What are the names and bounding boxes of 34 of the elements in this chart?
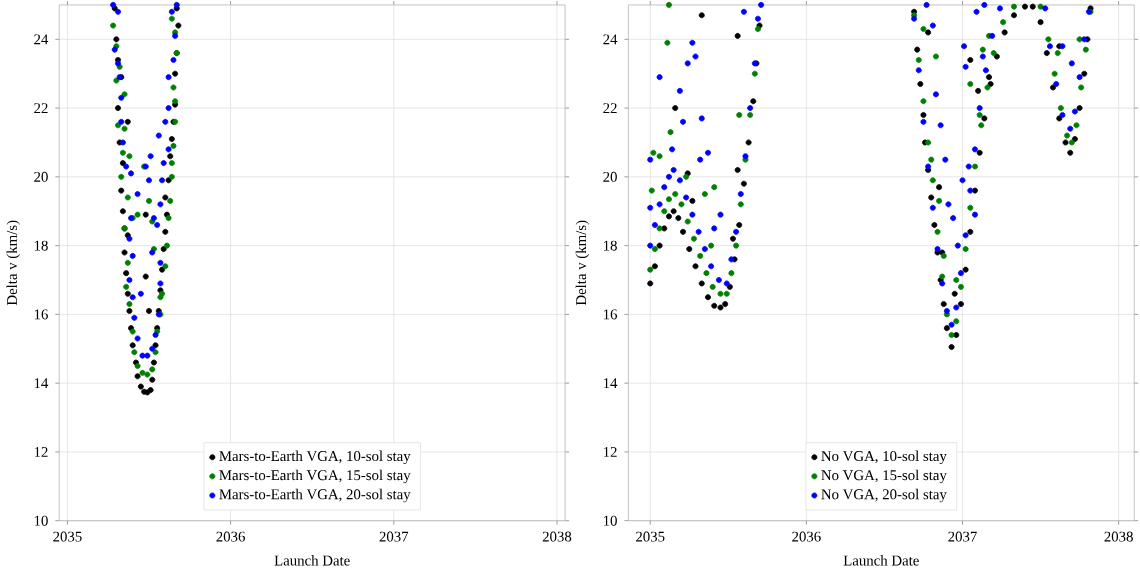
y-tick-label: 16: [603, 309, 618, 320]
y-tick-label: 22: [603, 103, 617, 113]
x-tick-label: 2036: [216, 531, 245, 542]
y-tick-label: 16: [34, 309, 48, 320]
y-tick-label: 20: [34, 171, 48, 182]
x-tick-label: 2035: [636, 531, 665, 542]
y-tick-label: 10: [603, 515, 617, 526]
legend-label: Mars-to-Earth VGA, 10-sol stay: [219, 450, 411, 465]
y-tick-label: 22: [34, 103, 48, 113]
y-tick-label: 18: [34, 240, 48, 251]
y-tick-label: 14: [603, 378, 618, 388]
y-tick-label: 12: [34, 446, 48, 457]
y-tick-label: 12: [603, 446, 617, 457]
y-axis-title: Delta v (km/s): [575, 220, 590, 306]
x-tick-label: 2038: [542, 531, 572, 542]
legend-label: Mars-to-Earth VGA, 20-sol stay: [219, 488, 411, 503]
x-axis-title: Launch Date: [843, 555, 919, 566]
x-tick-label: 2037: [948, 531, 977, 542]
legend-label: Mars-to-Earth VGA, 15-sol stay: [219, 469, 411, 484]
x-tick-label: 2036: [792, 531, 821, 542]
y-tick-label: 24: [603, 34, 618, 45]
y-tick-label: 10: [34, 515, 48, 526]
x-axis-title: Launch Date: [274, 555, 350, 566]
y-tick-label: 20: [603, 171, 617, 182]
x-tick-label: 2038: [1104, 531, 1133, 542]
x-tick-label: 2035: [53, 531, 82, 542]
y-tick-label: 14: [34, 378, 49, 388]
y-tick-label: 18: [603, 240, 617, 251]
legend-label: No VGA, 15-sol stay: [821, 469, 947, 484]
legend-label: No VGA, 20-sol stay: [821, 488, 947, 503]
y-axis-title: Delta v (km/s): [6, 220, 20, 306]
y-tick-label: 24: [34, 34, 49, 45]
legend-label: No VGA, 10-sol stay: [821, 450, 947, 465]
x-tick-label: 2037: [379, 531, 409, 542]
